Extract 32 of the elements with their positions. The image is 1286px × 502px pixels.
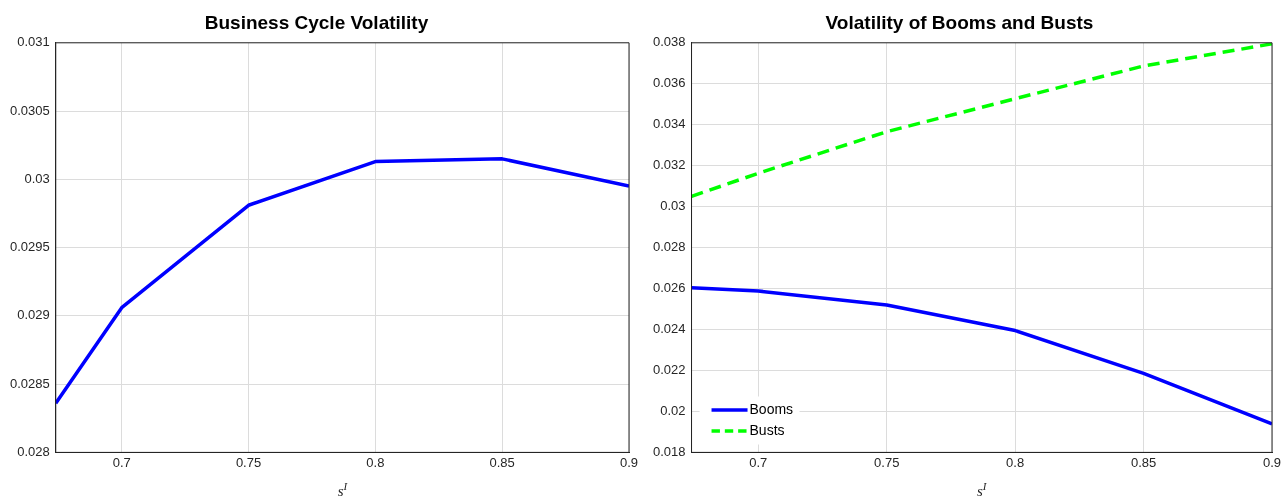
y-tick-label: 0.0295 [10, 239, 50, 255]
chart-title: Business Cycle Volatility [204, 11, 429, 33]
y-tick-label: 0.02 [660, 403, 686, 419]
y-tick-label: 0.024 [652, 321, 686, 337]
y-tick-label: 0.038 [652, 34, 686, 50]
x-tick-label: 0.8 [1006, 454, 1025, 470]
y-tick-label: 0.03 [660, 198, 686, 214]
x-tick-label: 0.75 [235, 454, 262, 470]
y-tick-label: 0.0305 [10, 102, 50, 118]
x-tick-label: 0.7 [112, 454, 131, 470]
y-tick-label: 0.03 [24, 170, 50, 186]
y-tick-label: 0.032 [652, 157, 686, 173]
x-tick-label: 0.85 [1130, 454, 1157, 470]
y-tick-label: 0.022 [652, 362, 686, 378]
y-tick-label: 0.028 [17, 443, 50, 459]
x-tick-label: 0.7 [749, 454, 768, 470]
y-tick-label: 0.026 [652, 280, 686, 296]
legend-label: Busts [749, 421, 785, 438]
x-tick-label: 0.8 [366, 454, 385, 470]
y-tick-label: 0.028 [652, 239, 686, 255]
y-tick-label: 0.031 [17, 34, 50, 50]
y-tick-label: 0.036 [652, 75, 686, 91]
x-tick-label: 0.9 [1262, 454, 1282, 470]
x-tick-label: 0.9 [619, 454, 639, 470]
y-tick-label: 0.018 [652, 443, 686, 459]
legend-label: Booms [749, 400, 794, 417]
x-tick-label: 0.85 [489, 454, 515, 470]
y-tick-label: 0.029 [17, 307, 50, 323]
y-tick-label: 0.0285 [10, 375, 50, 391]
chart-title: Volatility of Booms and Busts [825, 11, 1094, 33]
x-tick-label: 0.75 [874, 454, 900, 470]
y-tick-label: 0.034 [652, 116, 686, 132]
